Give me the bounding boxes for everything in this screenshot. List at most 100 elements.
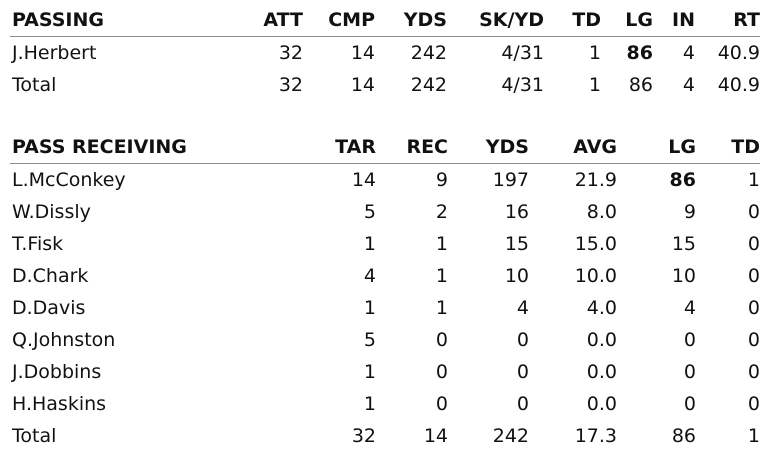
rec-cell: 14 <box>423 425 448 447</box>
rec-cell: 1 <box>435 297 448 319</box>
receiving-row: W.Dissly 5 2 16 8.0 9 0 <box>10 196 760 228</box>
player-name: J.Herbert <box>12 42 97 64</box>
yds-cell: 15 <box>504 233 529 255</box>
receiving-header-yds: YDS <box>448 131 529 164</box>
lg-cell: 15 <box>671 233 696 255</box>
player-name: T.Fisk <box>12 233 64 255</box>
player-name: H.Haskins <box>12 393 107 415</box>
cmp-cell: 14 <box>350 42 375 64</box>
avg-cell: 4.0 <box>586 297 617 319</box>
tar-cell: 4 <box>363 265 376 287</box>
player-name: D.Davis <box>12 297 86 319</box>
int-cell: 4 <box>682 74 695 96</box>
yds-cell: 0 <box>516 393 529 415</box>
player-name: D.Chark <box>12 265 89 287</box>
rec-cell: 0 <box>435 361 448 383</box>
player-name: Q.Johnston <box>12 329 116 351</box>
total-label: Total <box>12 425 57 447</box>
receiving-row: L.McConkey 14 9 197 21.9 86 1 <box>10 164 760 197</box>
receiving-row: J.Dobbins 1 0 0 0.0 0 0 <box>10 356 760 388</box>
tar-cell: 5 <box>363 329 376 351</box>
att-cell: 32 <box>278 42 303 64</box>
cmp-cell: 14 <box>350 74 375 96</box>
avg-cell: 15.0 <box>574 233 617 255</box>
avg-cell: 17.3 <box>574 425 617 447</box>
receiving-header-rec: REC <box>376 131 448 164</box>
td-cell: 0 <box>747 233 760 255</box>
lg-cell: 86 <box>671 425 696 447</box>
avg-cell: 0.0 <box>586 393 617 415</box>
passing-header-td: TD <box>544 4 601 37</box>
avg-cell: 10.0 <box>574 265 617 287</box>
passing-header-rt: RT <box>695 4 760 37</box>
passing-header-att: ATT <box>240 4 303 37</box>
receiving-header-row: PASS RECEIVING TAR REC YDS AVG LG TD <box>10 131 760 164</box>
yds-cell: 10 <box>504 265 529 287</box>
att-cell: 32 <box>278 74 303 96</box>
passing-header-cmp: CMP <box>303 4 375 37</box>
td-cell: 0 <box>747 329 760 351</box>
receiving-header-td: TD <box>696 131 760 164</box>
tar-cell: 5 <box>363 201 376 223</box>
tar-cell: 1 <box>363 361 376 383</box>
avg-cell: 21.9 <box>574 169 617 191</box>
yds-cell: 0 <box>516 329 529 351</box>
receiving-total-row: Total 32 14 242 17.3 86 1 <box>10 420 760 452</box>
lg-cell: 4 <box>683 297 696 319</box>
rec-cell: 1 <box>435 265 448 287</box>
tar-cell: 14 <box>351 169 376 191</box>
passing-total-row: Total 32 14 242 4/31 1 86 4 40.9 <box>10 69 760 101</box>
td-cell: 1 <box>588 74 601 96</box>
yds-cell: 0 <box>516 361 529 383</box>
rt-cell: 40.9 <box>717 42 760 64</box>
passing-header-lg: LG <box>601 4 653 37</box>
lg-cell: 9 <box>683 201 696 223</box>
rec-cell: 2 <box>435 201 448 223</box>
receiving-table: PASS RECEIVING TAR REC YDS AVG LG TD L.M… <box>10 131 760 452</box>
player-name: L.McConkey <box>12 169 126 191</box>
passing-table: PASSING ATT CMP YDS SK/YD TD LG IN RT J.… <box>10 4 760 101</box>
yds-cell: 242 <box>410 42 447 64</box>
receiving-header-avg: AVG <box>529 131 617 164</box>
tar-cell: 1 <box>363 393 376 415</box>
passing-header-int: IN <box>653 4 695 37</box>
td-cell: 0 <box>747 297 760 319</box>
lg-cell: 0 <box>683 329 696 351</box>
rec-cell: 9 <box>435 169 448 191</box>
yds-cell: 16 <box>504 201 529 223</box>
player-name: J.Dobbins <box>12 361 102 383</box>
avg-cell: 0.0 <box>586 361 617 383</box>
player-name: W.Dissly <box>12 201 91 223</box>
td-cell: 1 <box>588 42 601 64</box>
tar-cell: 1 <box>363 297 376 319</box>
total-label: Total <box>12 74 57 96</box>
receiving-header-tar: TAR <box>240 131 376 164</box>
avg-cell: 8.0 <box>586 201 617 223</box>
passing-header-skyd: SK/YD <box>447 4 544 37</box>
td-cell: 1 <box>747 169 760 191</box>
yds-cell: 197 <box>492 169 529 191</box>
passing-row: J.Herbert 32 14 242 4/31 1 86 4 40.9 <box>10 37 760 70</box>
receiving-row: T.Fisk 1 1 15 15.0 15 0 <box>10 228 760 260</box>
rec-cell: 0 <box>435 393 448 415</box>
receiving-row: Q.Johnston 5 0 0 0.0 0 0 <box>10 324 760 356</box>
receiving-header-player: PASS RECEIVING <box>10 131 240 164</box>
td-cell: 0 <box>747 265 760 287</box>
yds-cell: 242 <box>492 425 529 447</box>
td-cell: 1 <box>747 425 760 447</box>
rec-cell: 0 <box>435 329 448 351</box>
receiving-header-lg: LG <box>617 131 696 164</box>
rt-cell: 40.9 <box>717 74 760 96</box>
td-cell: 0 <box>747 361 760 383</box>
receiving-row: D.Chark 4 1 10 10.0 10 0 <box>10 260 760 292</box>
skyd-cell: 4/31 <box>501 42 544 64</box>
rec-cell: 1 <box>435 233 448 255</box>
passing-header-yds: YDS <box>375 4 447 37</box>
tar-cell: 32 <box>351 425 376 447</box>
td-cell: 0 <box>747 201 760 223</box>
lg-cell: 86 <box>669 169 696 191</box>
passing-header-player: PASSING <box>10 4 240 37</box>
lg-cell: 86 <box>628 74 653 96</box>
lg-cell: 10 <box>671 265 696 287</box>
lg-cell: 86 <box>626 42 653 64</box>
